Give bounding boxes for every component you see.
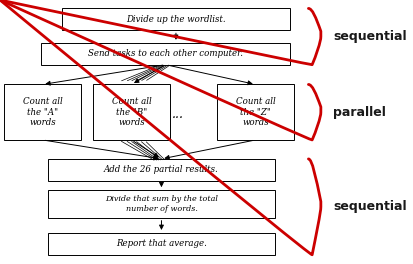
FancyBboxPatch shape: [217, 84, 293, 140]
FancyBboxPatch shape: [47, 159, 275, 181]
FancyBboxPatch shape: [41, 43, 289, 65]
Text: Add the 26 partial results.: Add the 26 partial results.: [104, 165, 218, 175]
Text: Count all
the "B"
words: Count all the "B" words: [111, 97, 151, 128]
Text: Count all
the "Z"
words: Count all the "Z" words: [235, 97, 275, 128]
Text: sequential: sequential: [332, 30, 406, 43]
Text: Divide up the wordlist.: Divide up the wordlist.: [126, 15, 225, 24]
Text: sequential: sequential: [332, 200, 406, 214]
Text: Report that average.: Report that average.: [116, 239, 206, 248]
Text: Divide that sum by the total
number of words.: Divide that sum by the total number of w…: [105, 195, 217, 213]
FancyBboxPatch shape: [93, 84, 169, 140]
FancyBboxPatch shape: [62, 8, 289, 30]
Text: ...: ...: [172, 108, 183, 121]
FancyBboxPatch shape: [4, 84, 81, 140]
Text: Count all
the "A"
words: Count all the "A" words: [22, 97, 62, 128]
FancyBboxPatch shape: [47, 190, 275, 218]
Text: parallel: parallel: [332, 106, 385, 119]
Text: Send tasks to each other computer.: Send tasks to each other computer.: [88, 49, 242, 58]
FancyBboxPatch shape: [47, 233, 275, 255]
